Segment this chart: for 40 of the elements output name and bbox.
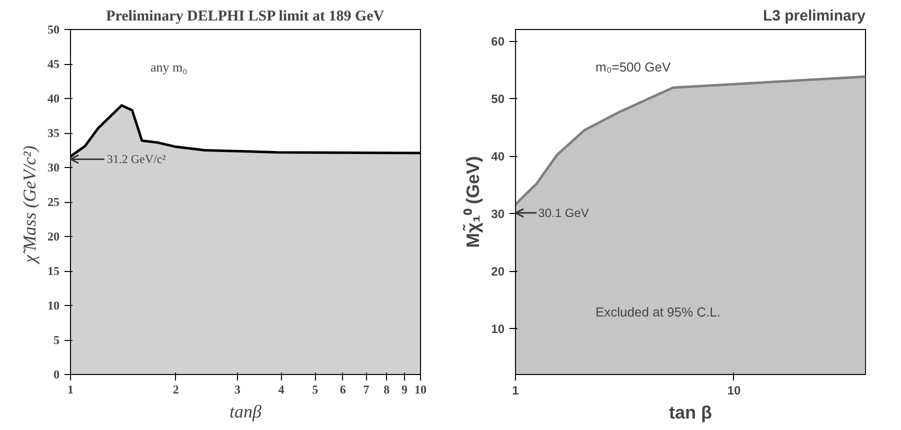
x-tick-label: 8	[384, 382, 390, 396]
y-tick-label: 30	[48, 160, 60, 174]
annotation: Excluded at 95% C.L.	[596, 304, 721, 320]
y-axis-title: Mχ̃₁⁰ (GeV)	[462, 156, 484, 248]
y-tick-label: 10	[48, 298, 60, 312]
y-tick-label: 30	[491, 207, 505, 221]
x-tick-label: 10	[414, 382, 426, 396]
x-tick-label: 1	[512, 384, 520, 398]
y-tick-label: 10	[491, 322, 505, 336]
y-tick-label: 0	[54, 368, 60, 382]
x-tick-label: 7	[363, 382, 370, 396]
y-tick-label: 35	[48, 126, 60, 140]
y-tick-label: 20	[491, 264, 505, 278]
x-tick-label: 2	[172, 382, 179, 396]
annotation: 31.2 GeV/c²	[106, 152, 166, 166]
x-tick-label: 4	[278, 382, 284, 396]
x-tick-label: 6	[340, 382, 346, 396]
y-tick-label: 50	[48, 22, 60, 36]
annotation: any m₀	[150, 60, 188, 74]
annotation: 30.1 GeV	[538, 206, 589, 220]
x-axis-title: tanβ	[230, 402, 262, 422]
x-tick-label: 10	[727, 384, 741, 398]
y-tick-label: 50	[491, 92, 505, 106]
y-tick-label: 45	[48, 57, 60, 71]
x-tick-label: 1	[68, 382, 74, 396]
y-tick-label: 40	[491, 150, 505, 164]
x-tick-label: 9	[401, 382, 408, 396]
chart-title: Preliminary DELPHI LSP limit at 189 GeV	[106, 8, 384, 24]
x-axis-title: tan β	[669, 402, 712, 422]
x-tick-label: 3	[234, 382, 240, 396]
y-tick-label: 20	[48, 230, 60, 244]
y-tick-label: 40	[48, 92, 60, 106]
chart-title: L3 preliminary	[762, 8, 866, 24]
y-axis-title: χ̃ Mass (GeV/c²)	[20, 146, 40, 265]
x-tick-label: 5	[312, 382, 318, 396]
y-tick-label: 15	[48, 264, 60, 278]
y-tick-label: 25	[48, 195, 60, 209]
y-tick-label: 60	[491, 34, 505, 48]
y-tick-label: 5	[54, 333, 60, 347]
annotation: m₀=500 GeV	[596, 60, 671, 74]
